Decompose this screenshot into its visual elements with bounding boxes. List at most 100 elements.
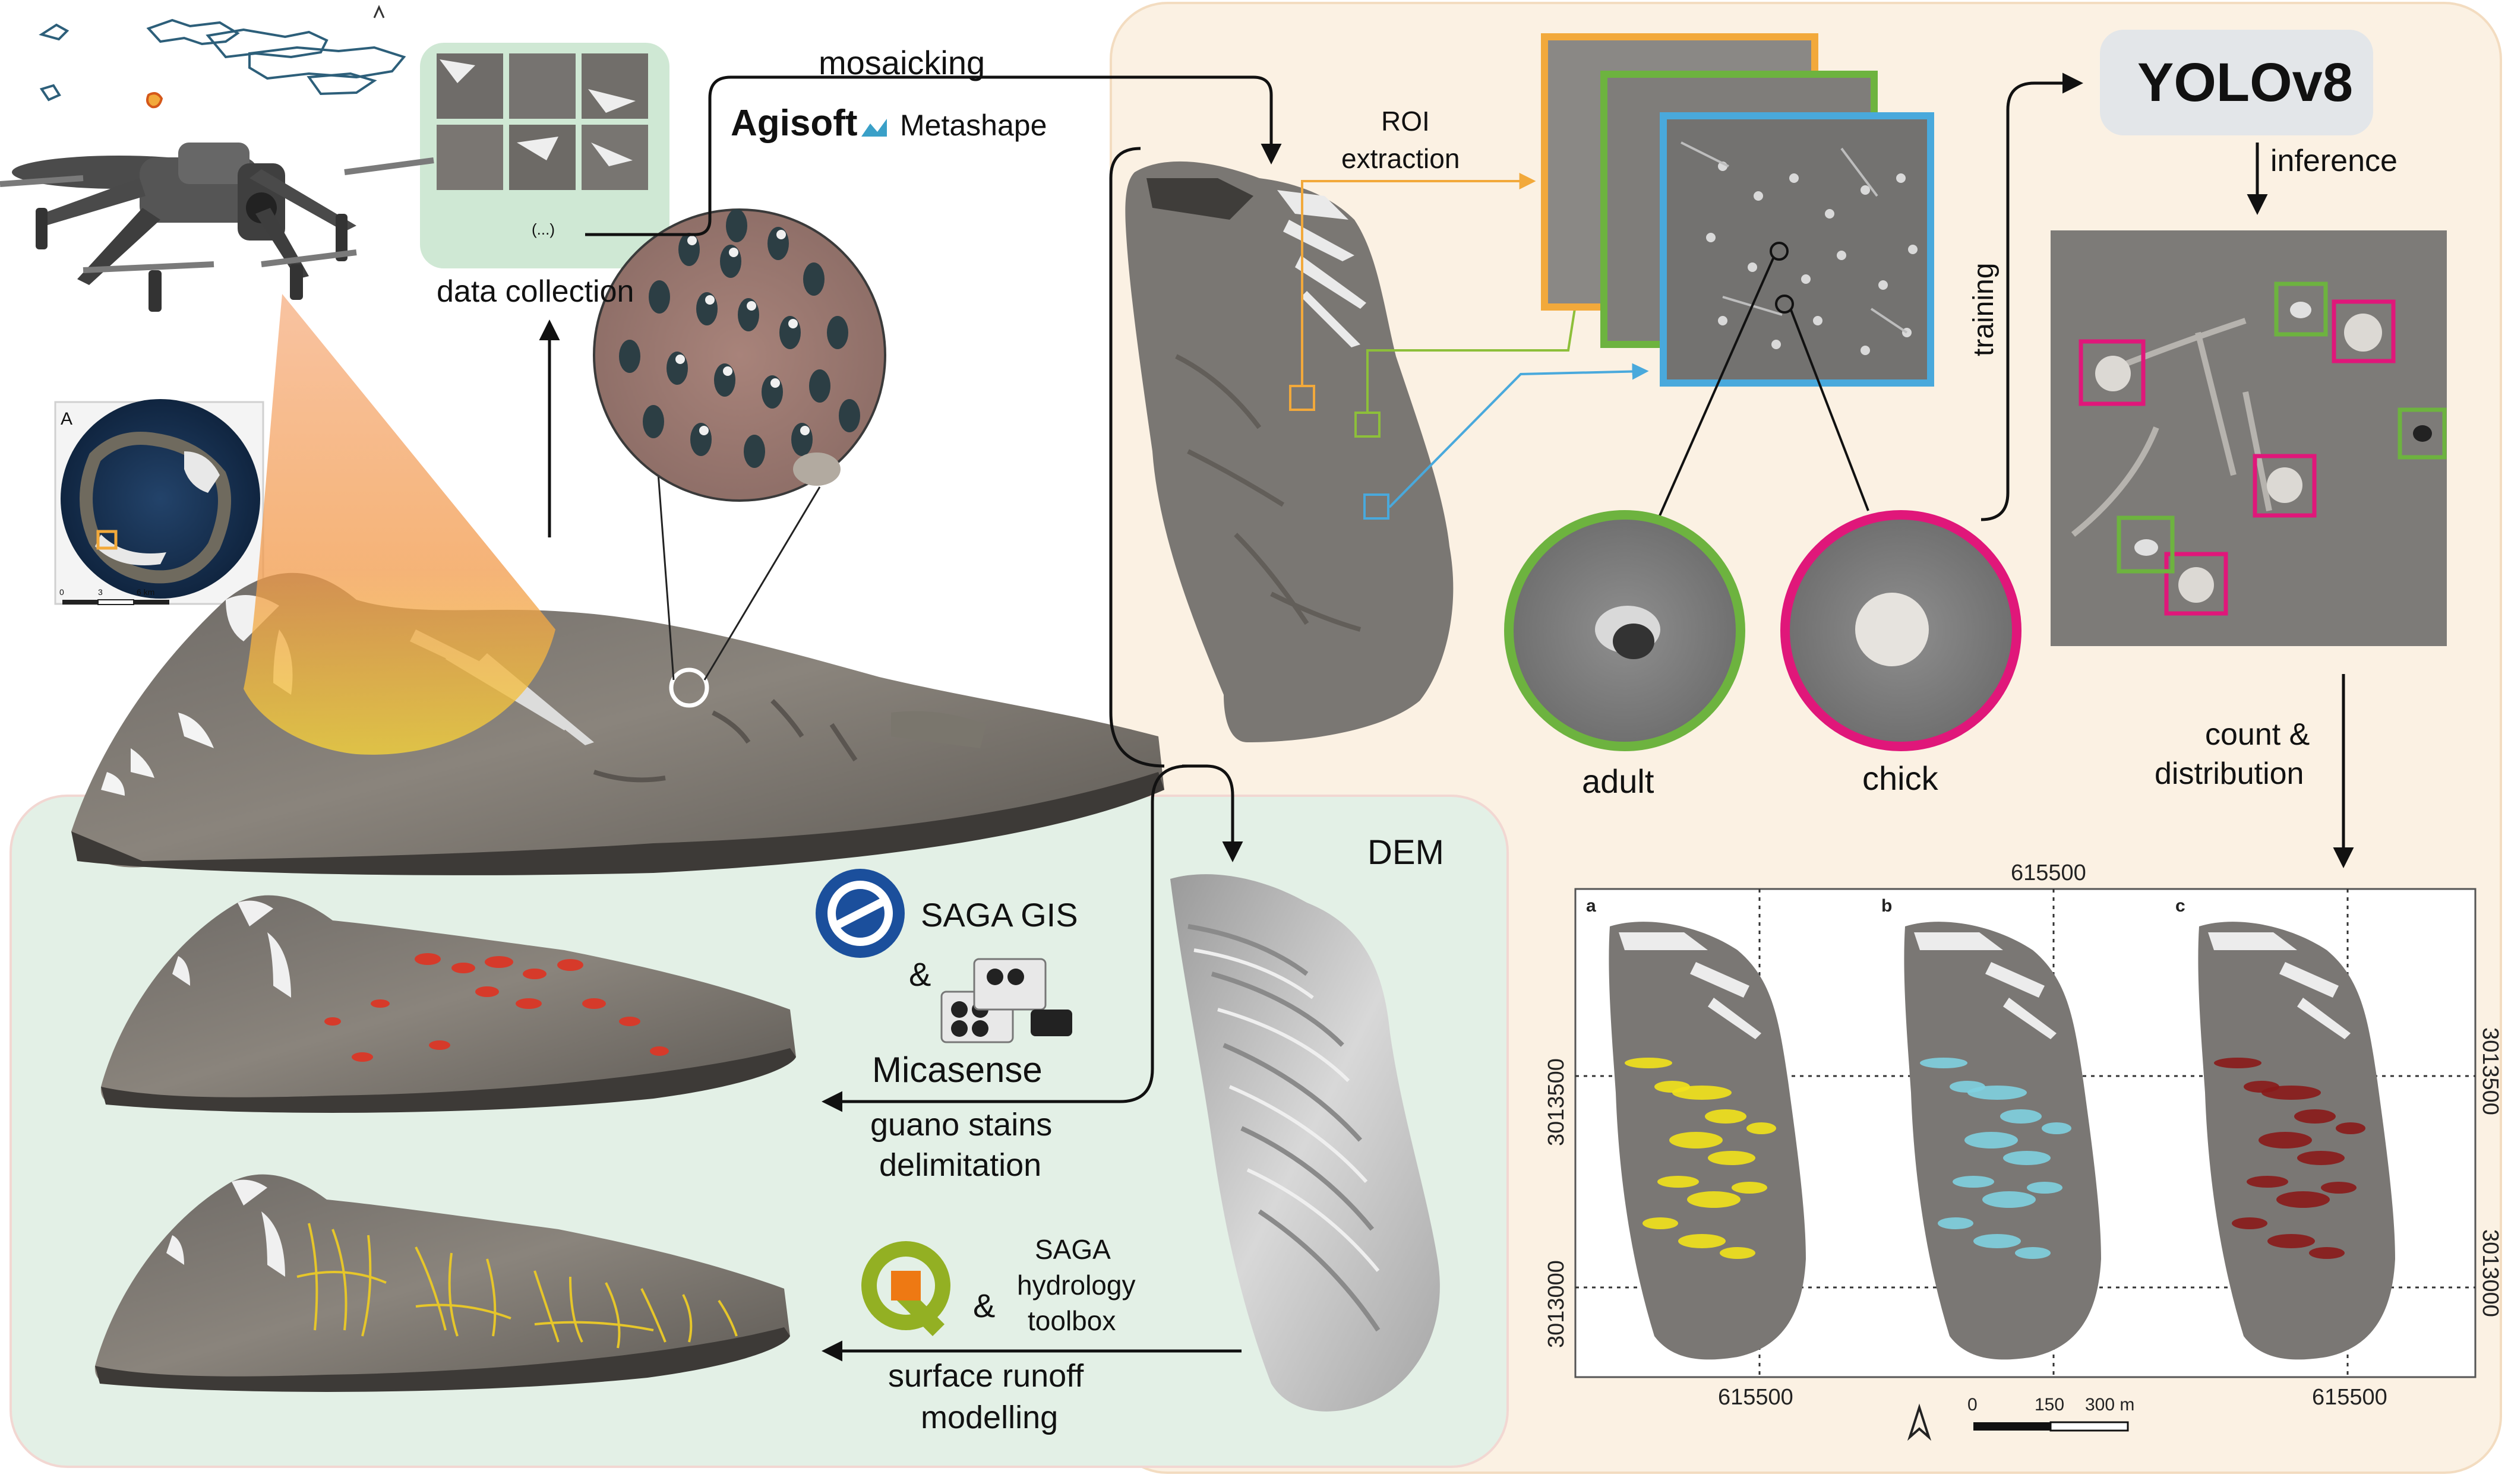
saga-gis-label: SAGA GIS — [921, 896, 1078, 934]
micasense-label: Micasense — [872, 1050, 1043, 1090]
zoom-line-adult — [1650, 258, 1774, 535]
map-density-patch — [2042, 1122, 2071, 1134]
map-density-patch — [2000, 1109, 2042, 1124]
drone-view-cone — [244, 294, 555, 755]
chick-zoom — [1780, 510, 2021, 751]
map-density-patch — [2259, 1132, 2312, 1148]
guano-label-2: delimitation — [879, 1147, 1041, 1183]
inference-label: inference — [2270, 144, 2398, 178]
map-density-patch — [2294, 1109, 2336, 1124]
scale-0: 0 — [1967, 1395, 1978, 1415]
map-density-patch — [1746, 1122, 1776, 1134]
island-3d-model — [71, 572, 1164, 875]
inset-scale-0: 0 — [59, 587, 64, 597]
map-panel-a: a — [1586, 896, 1806, 1360]
chick-box-1 — [2079, 339, 2146, 406]
map-density-patch — [2232, 1217, 2267, 1229]
dem-label: DEM — [1367, 833, 1444, 872]
map-snow — [2208, 932, 2351, 1039]
map-density-patch — [1708, 1151, 1755, 1165]
extraction-label: extraction — [1341, 143, 1460, 174]
map-density-patch — [2297, 1151, 2345, 1165]
map-density-patch — [1973, 1234, 2021, 1248]
map-density-patch — [2309, 1247, 2345, 1259]
scale-150: 150 — [2035, 1395, 2064, 1415]
inset-map: A 0 3 6 km — [54, 399, 264, 605]
arrow-model-to-dem — [1182, 764, 1243, 862]
map-density-patch — [2267, 1234, 2315, 1248]
arrow-to-dem — [1109, 147, 1165, 768]
runoff-label-2: modelling — [921, 1400, 1058, 1435]
map-density-patch — [2276, 1191, 2330, 1208]
orthomosaic — [1125, 161, 1454, 742]
map-density-patch — [1732, 1182, 1767, 1194]
roi-arrow-orange — [1301, 173, 1536, 386]
chick-box-3 — [2253, 454, 2317, 518]
adult-zoom — [1504, 510, 1745, 751]
map-density-patch — [1669, 1132, 1723, 1148]
map-snow — [1914, 932, 2057, 1039]
amp-1: & — [909, 955, 931, 993]
map-density-patch — [2261, 1086, 2321, 1100]
map-density-patch — [1982, 1191, 2036, 1208]
adult-box-3 — [2117, 515, 2175, 574]
map-density-patch — [2027, 1182, 2062, 1194]
training-label: training — [1968, 263, 2000, 356]
arrow-guano — [822, 764, 1189, 1112]
map-panel-letter: a — [1586, 896, 1596, 916]
penguin-colony-photo — [593, 208, 886, 502]
adult-label: adult — [1582, 762, 1654, 800]
right-northing-1: 3013500 — [2478, 1027, 2503, 1115]
map-density-patch — [1642, 1217, 1678, 1229]
chick-box-2 — [2332, 299, 2396, 363]
map-density-patch — [1705, 1109, 1746, 1124]
micasense-camera-icon — [940, 958, 1072, 1043]
inset-scale-6: 6 km — [137, 587, 154, 597]
roi-arrow-blue — [1388, 363, 1649, 508]
zoom-target-circle — [669, 667, 709, 708]
distribution-maps: 615500 3013500 3013000 3013500 3013000 a… — [1544, 860, 2503, 1441]
map-density-patch — [1657, 1176, 1699, 1188]
scale-300: 300 m — [2085, 1395, 2134, 1415]
inset-north-label: A — [61, 409, 72, 429]
yolov8-box — [2100, 30, 2373, 135]
map-density-patch — [1920, 1058, 1967, 1068]
map-density-patch — [2321, 1182, 2357, 1194]
saga-gis-logo-icon — [816, 869, 905, 958]
bottom-easting-2: 615500 — [2312, 1385, 2387, 1410]
saga-hydro-3: toolbox — [1028, 1305, 1116, 1336]
runoff-island-model — [94, 1174, 791, 1392]
saga-hydro-2: hydrology — [1017, 1270, 1135, 1301]
map-density-patch — [2214, 1058, 2261, 1068]
map-density-patch — [1678, 1234, 1726, 1248]
count-label: count & — [2205, 717, 2310, 752]
distribution-label: distribution — [2155, 757, 2304, 791]
map-panel-b: b — [1881, 896, 2101, 1360]
runoff-label-1: surface runoff — [888, 1358, 1084, 1394]
metashape-label: Metashape — [900, 109, 1047, 142]
adult-box-2 — [2398, 407, 2447, 460]
map-panel-letter: b — [1881, 896, 1892, 916]
left-northing-2: 3013000 — [1544, 1260, 1569, 1348]
dem-hillshade — [1170, 874, 1440, 1412]
roi-tiles — [1541, 33, 1934, 387]
map-panel-letter: c — [2175, 896, 2185, 916]
chick-label: chick — [1862, 760, 1939, 797]
archipelago-map — [39, 18, 406, 102]
arrow-mosaicking — [585, 75, 1282, 236]
map-density-patch — [1938, 1217, 1973, 1229]
north-arrow-small-icon — [373, 5, 385, 18]
map-density-patch — [1672, 1086, 1732, 1100]
top-easting: 615500 — [2011, 860, 2086, 885]
map-density-patch — [1964, 1132, 2018, 1148]
drone-icon — [0, 143, 434, 312]
map-density-patch — [1720, 1247, 1755, 1259]
yolov8-label: YOLOv8 — [2137, 52, 2353, 113]
target-island-marker — [146, 92, 163, 109]
map-density-patch — [2336, 1122, 2365, 1134]
left-northing-1: 3013500 — [1544, 1058, 1569, 1146]
map-density-patch — [2247, 1176, 2288, 1188]
data-collection-label: data collection — [437, 274, 634, 309]
zoom-line-chick — [1790, 309, 1869, 511]
adult-box-1 — [2274, 281, 2328, 337]
